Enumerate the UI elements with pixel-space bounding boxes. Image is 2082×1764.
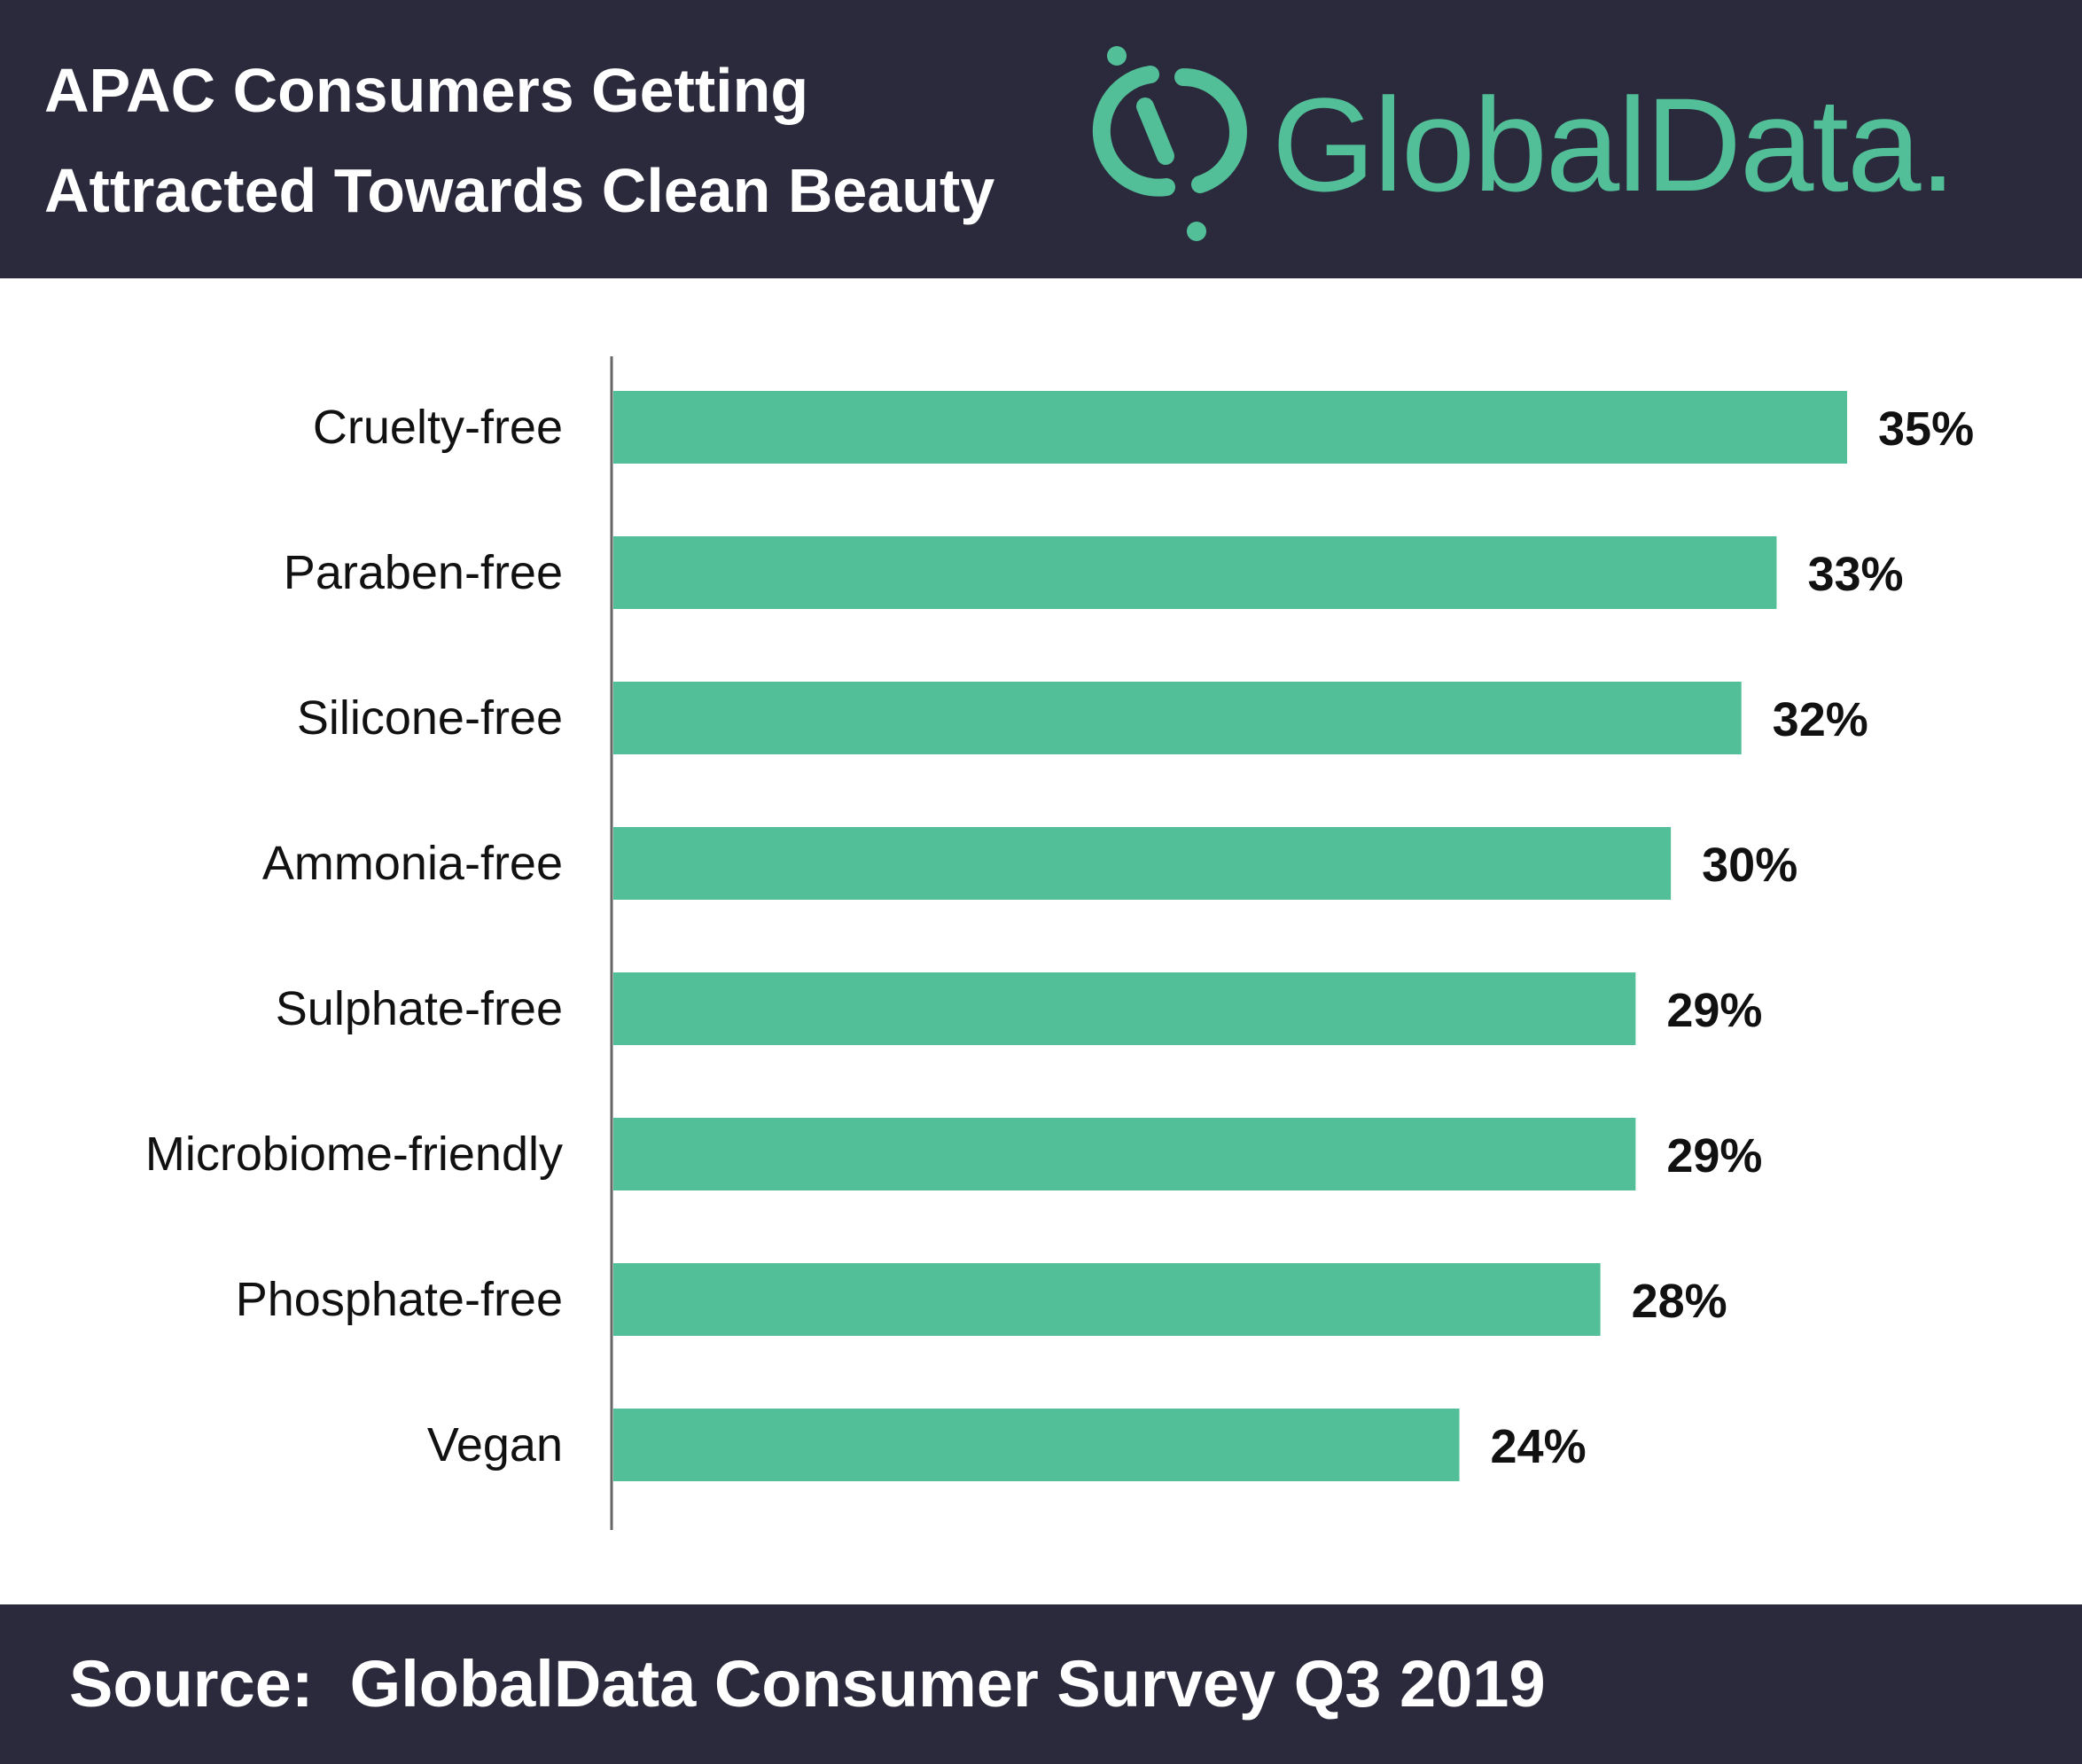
value-label: 33% (1807, 548, 1903, 601)
value-label: 30% (1702, 839, 1797, 892)
bar-vegan (613, 1409, 1460, 1481)
header-banner: APAC Consumers Getting Attracted Towards… (0, 0, 2082, 278)
value-label: 29% (1666, 1129, 1762, 1183)
globaldata-logo: GlobalData. (1081, 43, 2047, 246)
chart-area: Cruelty-free 35% Paraben-free 33% Silicone-f… (0, 278, 2082, 1604)
value-label: 32% (1773, 693, 1868, 746)
bar-chart: Cruelty-free 35% Paraben-free 33% Silicone-f… (145, 356, 1974, 1530)
value-label: 28% (1632, 1275, 1727, 1328)
value-label: 29% (1666, 984, 1762, 1037)
value-label: 24% (1491, 1420, 1587, 1473)
category-label: Paraben-free (284, 546, 563, 599)
bar-microbiome-friendly (613, 1118, 1636, 1190)
category-label: Sulphate-free (276, 982, 563, 1035)
bar-cruelty-free (613, 391, 1847, 464)
value-label: 35% (1878, 402, 1974, 456)
globaldata-logo-icon (1092, 46, 1247, 241)
footer-banner: Source: GlobalData Consumer Survey Q3 20… (0, 1604, 2082, 1764)
bar-sulphate-free (613, 972, 1636, 1045)
bar-ammonia-free (613, 827, 1672, 900)
bar-paraben-free (613, 536, 1777, 609)
bar-phosphate-free (613, 1263, 1601, 1336)
category-label: Cruelty-free (313, 401, 563, 454)
category-label: Microbiome-friendly (145, 1128, 563, 1181)
category-label: Phosphate-free (236, 1273, 563, 1326)
chart-title-line-2: Attracted Towards Clean Beauty (44, 156, 995, 225)
chart-title-line-1: APAC Consumers Getting (44, 56, 809, 125)
category-label: Silicone-free (297, 691, 563, 745)
category-label: Vegan (427, 1418, 563, 1471)
source-note: Source: GlobalData Consumer Survey Q3 20… (69, 1647, 1546, 1721)
logo-wordmark: GlobalData. (1272, 70, 1956, 219)
bar-silicone-free (613, 682, 1742, 754)
category-label: Ammonia-free (262, 837, 563, 890)
